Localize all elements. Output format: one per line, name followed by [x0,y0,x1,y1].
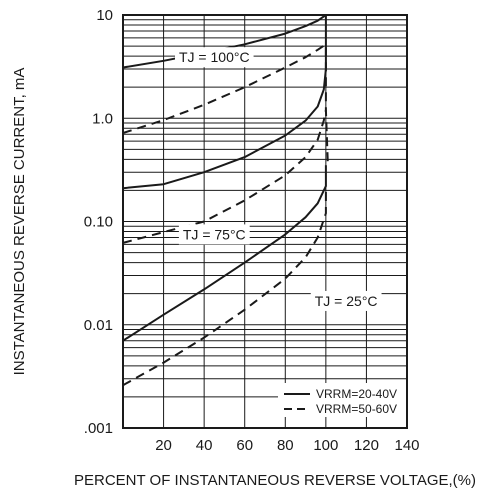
y-tick-label: 1.0 [92,110,113,127]
x-tick-label: 40 [196,437,213,454]
series-line-dashed [122,109,327,244]
temperature-label-bg [178,224,250,245]
temperature-label-text: TJ = 25°C [315,293,378,309]
y-axis-title: INSTANTANEOUS REVERSE CURRENT, mA [11,68,28,376]
series-line-solid [122,165,327,342]
x-tick-label: 60 [236,437,253,454]
temperature-label: TJ = 75°C [178,224,250,245]
temperature-label-text: TJ = 100°C [179,49,250,65]
series-layer [122,14,329,387]
series-line-solid [122,15,327,190]
y-tick-label: 0.01 [84,317,113,334]
y-tick-label: 0.10 [84,214,113,231]
temperature-label: TJ = 25°C [310,290,382,311]
temperature-label: TJ = 100°C [174,47,254,68]
x-tick-label: 80 [277,437,294,454]
temperature-label-text: TJ = 75°C [183,226,246,242]
temperature-label-bg [174,47,254,68]
y-tick-label: .001 [84,420,113,437]
series-line-dashed [122,43,329,166]
x-tick-label: 100 [313,437,338,454]
x-tick-label: 140 [394,437,419,454]
legend-label: VRRM=20-40V [316,387,397,401]
legend-box [278,383,406,417]
y-axis-ticks: .001 0.01 0.10 1.0 10 [84,7,113,437]
x-axis-title: PERCENT OF INSTANTANEOUS REVERSE VOLTAGE… [74,472,476,489]
x-axis-ticks: 20 40 60 80 100 120 140 [155,437,419,454]
y-tick-label: 10 [96,7,113,24]
grid [123,15,407,428]
temperature-label-bg [310,290,382,311]
legend-label: VRRM=50-60V [316,402,397,416]
annotations: TJ = 100°C TJ = 75°C TJ = 25°C [174,47,382,311]
series-line-solid [122,14,327,69]
plot-frame [122,14,408,429]
x-tick-label: 120 [354,437,379,454]
x-tick-label: 20 [155,437,172,454]
series-line-dashed [122,186,327,387]
